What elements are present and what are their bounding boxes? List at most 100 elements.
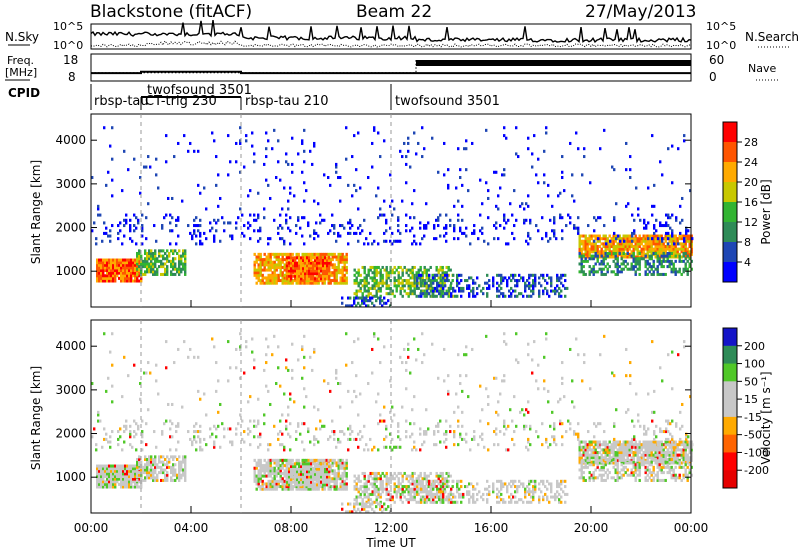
power-cell	[333, 271, 336, 275]
power-cell	[604, 234, 607, 238]
power-cell	[324, 266, 327, 270]
power-cell	[690, 267, 693, 271]
velocity-cell	[580, 456, 583, 460]
power-cell	[680, 255, 683, 259]
power-cell	[502, 276, 505, 280]
power-cell	[644, 265, 647, 269]
velocity-cell	[444, 485, 447, 489]
power-cell	[371, 242, 374, 246]
velocity-cell	[437, 477, 440, 481]
power-cell	[136, 279, 139, 283]
power-cell	[333, 231, 336, 235]
velocity-cell	[606, 450, 609, 455]
power-cell	[377, 289, 380, 293]
power-cell	[669, 226, 672, 230]
velocity-cell	[375, 471, 378, 475]
power-cell	[686, 267, 689, 271]
power-cell	[590, 250, 593, 254]
power-cell	[646, 259, 649, 263]
power-cell	[148, 267, 151, 271]
velocity-cell	[326, 475, 329, 479]
power-cell	[612, 239, 615, 243]
power-cell	[96, 279, 99, 283]
power-cell	[277, 255, 280, 259]
velocity-cell	[439, 498, 442, 502]
velocity-cell	[178, 471, 181, 475]
power-cell	[634, 265, 637, 269]
power-cell	[688, 262, 691, 266]
power-cell	[331, 273, 334, 277]
velocity-cell	[616, 461, 619, 465]
power-cell	[551, 204, 554, 208]
power-cell	[285, 160, 288, 164]
power-cell	[257, 265, 260, 269]
power-cell	[684, 251, 687, 256]
velocity-cell	[150, 455, 153, 459]
power-cell	[686, 254, 689, 258]
velocity-cell	[431, 479, 434, 483]
velocity-cell	[146, 476, 149, 480]
velocity-cell	[626, 456, 629, 460]
power-cell	[435, 218, 438, 222]
velocity-cell	[602, 443, 605, 447]
velocity-cell	[168, 460, 171, 464]
power-cell	[269, 237, 272, 241]
velocity-cell	[154, 463, 157, 467]
power-cell	[564, 294, 567, 298]
power-cell	[606, 254, 609, 258]
power-cell	[421, 271, 424, 275]
velocity-cell	[476, 492, 479, 496]
power-cell	[195, 224, 198, 228]
power-cell	[675, 216, 678, 220]
velocity-cell	[423, 474, 426, 478]
power-cell	[623, 239, 626, 243]
power-cell	[337, 281, 340, 285]
velocity-cell	[300, 467, 303, 471]
power-cell	[335, 255, 338, 259]
velocity-cell	[126, 482, 129, 486]
velocity-cell	[275, 461, 278, 465]
power-cell	[277, 279, 280, 283]
power-cell	[661, 173, 664, 177]
velocity-cell	[122, 472, 125, 476]
velocity-cell	[283, 464, 286, 468]
velocity-cell	[596, 456, 599, 460]
velocity-cell	[626, 443, 629, 447]
power-cell	[527, 204, 530, 208]
power-cell	[110, 274, 113, 278]
power-cell	[473, 231, 476, 235]
power-cell	[101, 239, 104, 243]
power-cell	[98, 274, 101, 278]
power-cell	[322, 272, 325, 276]
power-cell	[114, 263, 117, 267]
power-cell	[283, 279, 286, 283]
power-cell	[447, 183, 450, 187]
power-cell	[616, 257, 619, 261]
power-cell	[98, 266, 101, 270]
velocity-cell	[420, 500, 423, 504]
power-cell	[267, 183, 270, 187]
power-cell	[308, 256, 311, 260]
power-cell	[306, 264, 309, 268]
velocity-cell	[381, 487, 384, 491]
power-cell	[581, 173, 584, 177]
power-cell	[458, 273, 461, 277]
velocity-cell	[411, 479, 414, 483]
power-cell	[407, 286, 410, 290]
velocity-cell	[136, 473, 139, 477]
power-cell	[349, 296, 352, 300]
power-cell	[304, 266, 307, 270]
velocity-cell	[387, 477, 390, 481]
velocity-cell	[296, 470, 299, 474]
power-cell	[249, 237, 252, 241]
power-cell	[379, 155, 382, 159]
velocity-cell	[652, 440, 655, 444]
power-cell	[474, 281, 477, 285]
velocity-cell	[618, 456, 621, 460]
power-cell	[253, 265, 256, 269]
power-cell	[690, 234, 693, 238]
power-cell	[343, 279, 346, 283]
power-cell	[667, 231, 670, 235]
velocity-cell	[166, 476, 169, 480]
power-cell	[602, 262, 605, 266]
